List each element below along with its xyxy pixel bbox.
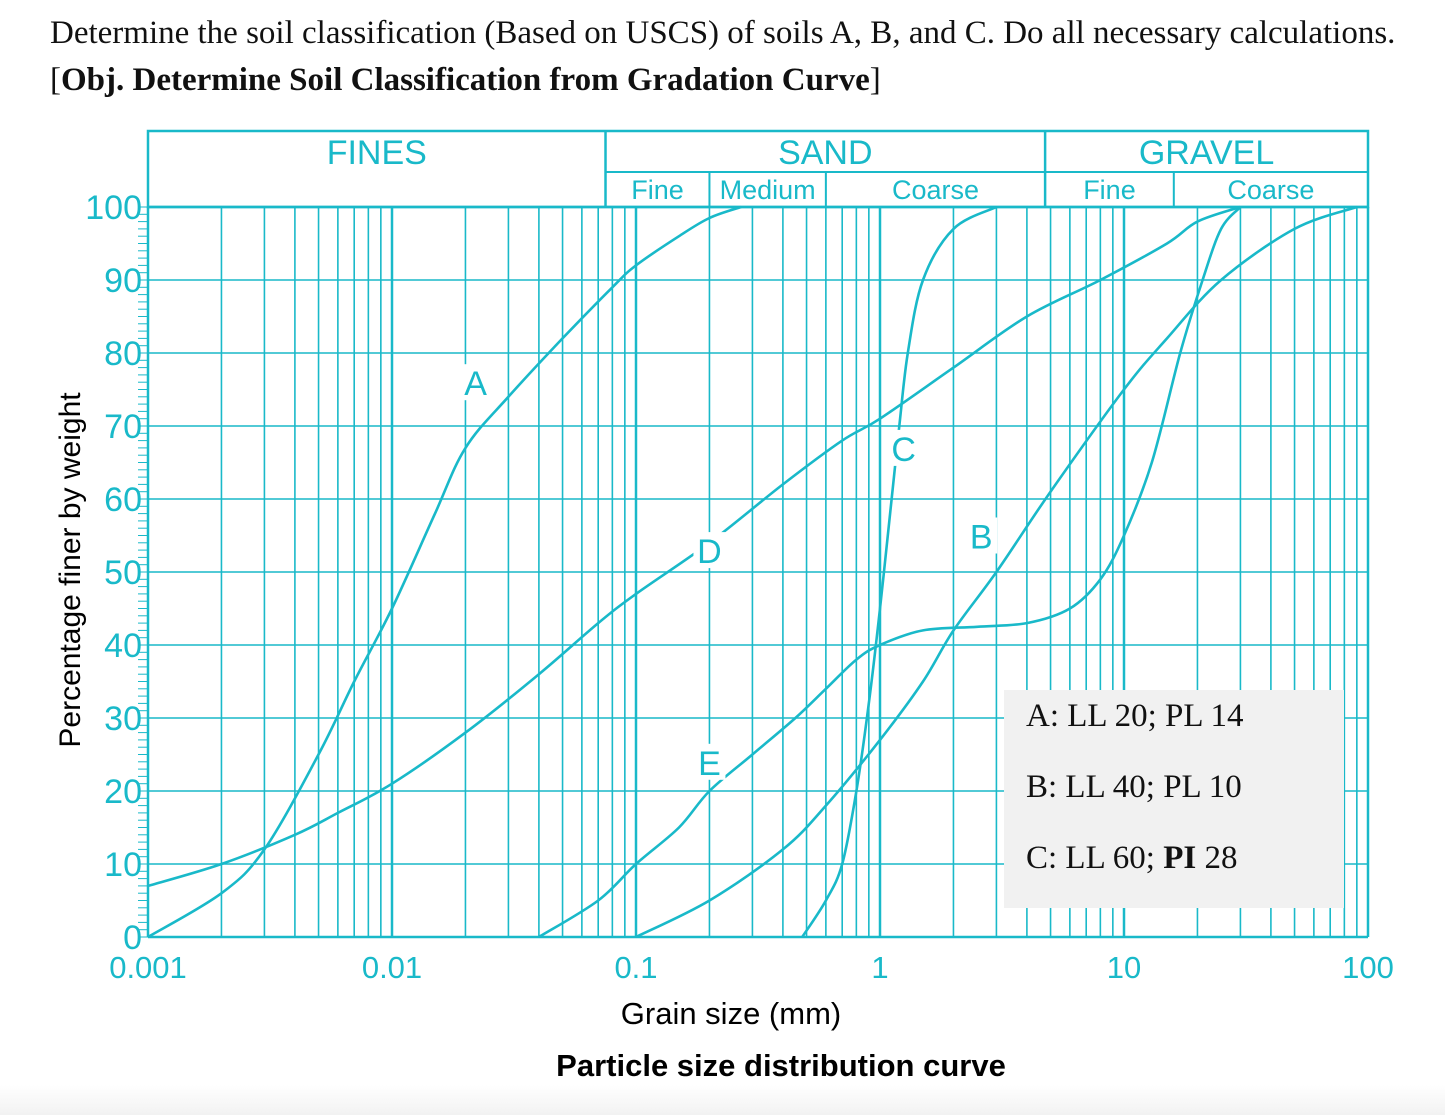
header-sand: SAND (778, 134, 872, 172)
header-frame (146, 129, 1370, 209)
x-tick-label: 0.01 (362, 950, 422, 985)
curve-label-b: B (970, 519, 993, 557)
x-tick-label: 0.1 (614, 950, 657, 985)
y-tick-label: 40 (104, 627, 142, 665)
question-text: Determine the soil classification (Based… (50, 10, 1410, 104)
question-body: Determine the soil classification (Based… (50, 15, 1396, 98)
y-tick-label: 70 (104, 408, 142, 446)
curve-label-d: D (697, 533, 722, 571)
curve-label-c: C (891, 431, 916, 469)
y-tick-label: 50 (104, 554, 142, 592)
header-sub-fine: Fine (631, 175, 684, 205)
header-gravel: GRAVEL (1139, 134, 1274, 172)
header-sub-coarse: Coarse (892, 175, 979, 205)
curve-b (635, 205, 1358, 939)
header-sub-coarse: Coarse (1227, 175, 1314, 205)
question-close: ] (869, 62, 881, 98)
y-axis-label: Percentage finer by weight (54, 392, 87, 748)
curve-labels: A B C D E (459, 364, 998, 783)
y-tick-label: 100 (85, 189, 142, 227)
curve-label-bg (693, 532, 726, 569)
y-tick-label: 10 (104, 846, 142, 884)
soil-a-properties: A: LL 20; PL 14 (1026, 698, 1244, 734)
curve-label-a: A (464, 365, 487, 403)
curve-label-bg (459, 364, 492, 401)
soil-c-suffix: 28 (1196, 840, 1238, 876)
header-fines: FINES (327, 134, 427, 172)
header-sub-fine: Fine (1083, 175, 1136, 205)
x-axis-label: Grain size (mm) (621, 996, 841, 1031)
soil-b-properties: B: LL 40; PL 10 (1026, 769, 1242, 805)
y-tick-label: 0 (123, 919, 142, 957)
soil-c-prefix: C: LL 60; (1026, 840, 1164, 876)
curve-c (801, 205, 997, 938)
x-tick-label: 100 (1342, 950, 1394, 985)
y-tick-label: 90 (104, 262, 142, 300)
curve-label-bg (693, 743, 726, 780)
curve-e (538, 206, 1242, 939)
soil-c-properties: C: LL 60; PI 28 (1026, 840, 1237, 877)
y-tick-label: 80 (104, 335, 142, 373)
x-tick-label: 0.001 (109, 950, 187, 985)
curve-label-bg (965, 517, 998, 554)
soil-properties-box: A: LL 20; PL 14 B: LL 40; PL 10 C: LL 60… (1004, 690, 1344, 908)
header-sub-medium: Medium (720, 175, 816, 205)
chart-caption: Particle size distribution curve (556, 1048, 1006, 1083)
curve-label-bg (887, 429, 920, 466)
y-tick-label: 60 (104, 481, 142, 519)
x-tick-labels: 0.001 0.01 0.1 1 10 100 (109, 950, 1394, 985)
question-objective: Obj. Determine Soil Classification from … (61, 62, 870, 98)
y-tick-labels: 0 10 20 30 40 50 60 70 80 90 100 (85, 189, 142, 957)
soil-c-pi-label: PI (1163, 840, 1197, 876)
minor-ticks (138, 206, 148, 938)
bottom-fade (0, 1085, 1445, 1115)
x-tick-label: 1 (871, 950, 888, 985)
y-tick-label: 30 (104, 700, 142, 738)
y-tick-label: 20 (104, 773, 142, 811)
curve-a (147, 205, 742, 939)
curve-label-e: E (698, 745, 721, 783)
x-tick-label: 10 (1107, 950, 1141, 985)
